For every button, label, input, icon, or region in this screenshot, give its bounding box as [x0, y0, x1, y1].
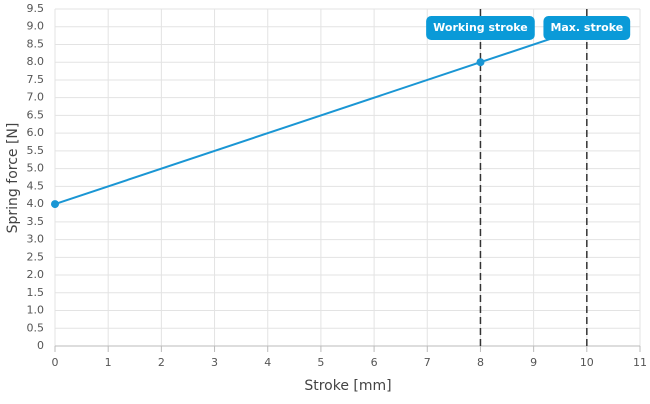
y-tick-label: 0.5 [27, 321, 45, 334]
annotation-label: Max. stroke [550, 21, 623, 34]
y-tick-label: 9.5 [27, 2, 45, 15]
y-tick-label: 6.0 [27, 126, 45, 139]
y-tick-label: 3.0 [27, 233, 45, 246]
x-tick-label: 6 [371, 356, 378, 369]
x-tick-label: 5 [317, 356, 324, 369]
y-tick-label: 5.0 [27, 162, 45, 175]
x-tick-label: 11 [633, 356, 647, 369]
data-point [51, 200, 59, 209]
y-tick-label: 5.5 [27, 144, 45, 157]
annotation-box [426, 16, 535, 40]
y-axis-label: Spring force [N] [5, 123, 21, 234]
y-tick-label: 1.0 [27, 304, 45, 317]
annotation: Max. stroke [543, 16, 631, 40]
y-tick-label: 7.0 [27, 91, 45, 104]
y-tick-label: 6.5 [27, 108, 45, 121]
y-tick-label: 3.5 [27, 215, 45, 228]
y-tick-label: 1.5 [27, 286, 45, 299]
y-tick-label: 0 [37, 339, 44, 352]
x-tick-label: 2 [158, 356, 165, 369]
x-tick-label: 1 [105, 356, 112, 369]
x-tick-label: 0 [52, 356, 59, 369]
y-tick-label: 8.0 [27, 55, 45, 68]
x-axis-label: Stroke [mm] [304, 378, 391, 394]
y-tick-label: 7.5 [27, 73, 45, 86]
y-tick-label: 2.0 [27, 268, 45, 281]
annotation: Working stroke [426, 16, 535, 40]
x-tick-label: 4 [264, 356, 271, 369]
data-point [476, 58, 485, 67]
y-tick-label: 9.0 [27, 20, 45, 33]
y-tick-label: 8.5 [27, 37, 45, 50]
x-tick-label: 7 [424, 356, 431, 369]
x-tick-label: 8 [477, 356, 484, 369]
y-tick-label: 4.0 [27, 197, 45, 210]
x-tick-label: 10 [580, 356, 594, 369]
x-tick-label: 3 [211, 356, 218, 369]
annotation-label: Working stroke [433, 21, 528, 34]
y-tick-label: 2.5 [27, 250, 45, 263]
annotation-box [543, 16, 631, 40]
y-tick-label: 4.5 [27, 179, 45, 192]
x-tick-label: 9 [530, 356, 537, 369]
